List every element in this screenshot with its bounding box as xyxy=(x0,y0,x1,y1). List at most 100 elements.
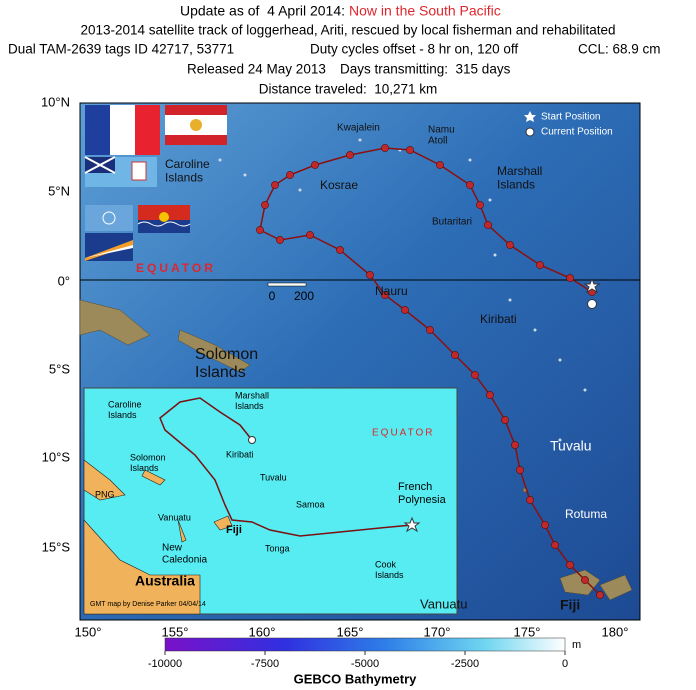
track-point xyxy=(486,391,494,399)
flags xyxy=(84,105,227,261)
track-point xyxy=(436,161,444,169)
track-point xyxy=(551,541,559,549)
place-label: Nauru xyxy=(375,284,408,298)
lat-label: 5°S xyxy=(49,361,70,376)
inset-label: Tuvalu xyxy=(260,472,287,482)
place-label: Vanuatu xyxy=(420,596,467,611)
lat-label: 15°S xyxy=(42,539,71,554)
place-label: Islands xyxy=(497,177,535,191)
equator-label: EQUATOR xyxy=(136,261,216,275)
scale-bar xyxy=(267,282,307,287)
lat-label: 10°N xyxy=(41,94,70,109)
inset-label: Vanuatu xyxy=(158,512,191,522)
inset-label: Caroline xyxy=(108,399,142,409)
track-point xyxy=(596,591,604,599)
inset-label: Islands xyxy=(108,410,137,420)
lon-label: 180° xyxy=(602,624,629,639)
track-points xyxy=(256,144,604,599)
colorbar-tick-label: -2500 xyxy=(451,658,479,670)
track-point xyxy=(466,181,474,189)
colorbar xyxy=(164,637,566,652)
inset-track xyxy=(159,397,413,537)
track-point xyxy=(346,151,354,159)
inset-label: Solomon xyxy=(130,452,166,462)
track-point xyxy=(536,261,544,269)
place-label: Marshall xyxy=(497,164,542,178)
track-point xyxy=(276,236,284,244)
place-label: Kwajalein xyxy=(337,123,380,134)
place-label: Kosrae xyxy=(320,178,358,192)
track-point xyxy=(256,226,264,234)
track-point xyxy=(406,146,414,154)
track-point xyxy=(306,231,314,239)
colorbar-title: GEBCO Bathymetry xyxy=(294,671,418,686)
lon-label: 170° xyxy=(424,624,451,639)
colorbar-tick-label: -7500 xyxy=(251,658,279,670)
track-point xyxy=(336,246,344,254)
track-point xyxy=(401,306,409,314)
inset-label: Islands xyxy=(375,570,404,580)
header-distance: Distance traveled: 10,271 km xyxy=(259,82,438,97)
track-point xyxy=(426,326,434,334)
atolls xyxy=(218,138,587,442)
place-label: Solomon xyxy=(195,346,258,363)
track-point xyxy=(526,496,534,504)
track-point xyxy=(541,521,549,529)
colorbar-tick-label: -10000 xyxy=(148,658,182,670)
inset-label: Samoa xyxy=(296,499,325,509)
track-point xyxy=(566,561,574,569)
current-marker xyxy=(587,299,597,309)
inset-credit: GMT map by Denise Parker 04/04/14 xyxy=(90,601,206,608)
inset-label: Tonga xyxy=(265,543,290,553)
colorbar-tick-label: 0 xyxy=(562,658,568,670)
legend-circle xyxy=(525,127,535,137)
lon-label: 160° xyxy=(249,624,276,639)
inset-label: Australia xyxy=(135,573,195,589)
place-label: Islands xyxy=(165,170,203,184)
header-subtitle: 2013-2014 satellite track of loggerhead,… xyxy=(80,23,615,38)
place-label: Rotuma xyxy=(565,507,607,521)
legend-star xyxy=(524,111,536,122)
track-point xyxy=(261,201,269,209)
lon-label: 150° xyxy=(75,624,102,639)
inset-label: Cook xyxy=(375,559,397,569)
lat-label: 10°S xyxy=(42,449,71,464)
inset-label: New xyxy=(162,543,183,554)
header-status: Now in the South Pacific xyxy=(349,3,501,19)
inset-label: French xyxy=(398,481,432,493)
inset-label: Islands xyxy=(130,463,159,473)
header-tags: Dual TAM-2639 tags ID 42717, 53771 xyxy=(8,42,234,57)
place-label: Tuvalu xyxy=(550,438,592,454)
place-label: Islands xyxy=(195,364,246,381)
inset-label: Caledonia xyxy=(162,555,207,566)
inset-label: Kiribati xyxy=(226,449,254,459)
track-point xyxy=(286,171,294,179)
place-label: Atoll xyxy=(428,136,447,147)
place-label: Namu xyxy=(428,125,455,136)
inset-current-marker xyxy=(248,436,256,444)
track-point xyxy=(511,441,519,449)
lat-label: 5°N xyxy=(48,183,70,198)
lon-label: 165° xyxy=(337,624,364,639)
lon-label: 175° xyxy=(514,624,541,639)
track-point xyxy=(311,161,319,169)
legend-start: Start Position xyxy=(541,112,600,123)
legend-current: Current Position xyxy=(541,127,613,138)
labels: Update as of 4 April 2014: Now in the Sou… xyxy=(8,3,661,687)
track-point xyxy=(471,371,479,379)
track-point xyxy=(501,416,509,424)
track-point xyxy=(381,291,389,299)
inset-label: Marshall xyxy=(235,390,269,400)
inset-label: Fiji xyxy=(226,524,242,536)
place-label: Butaritari xyxy=(432,217,472,228)
colorbar-tick-label: -5000 xyxy=(351,658,379,670)
header-released: Released 24 May 2013 xyxy=(187,62,326,77)
track-point xyxy=(451,351,459,359)
place-label: Fiji xyxy=(560,597,580,613)
place-label: Caroline xyxy=(165,157,210,171)
start-marker xyxy=(583,277,601,294)
place-label: Kiribati xyxy=(480,312,517,326)
header-duty: Duty cycles offset - 8 hr on, 120 off xyxy=(310,42,518,57)
inset-label: Polynesia xyxy=(398,494,447,506)
